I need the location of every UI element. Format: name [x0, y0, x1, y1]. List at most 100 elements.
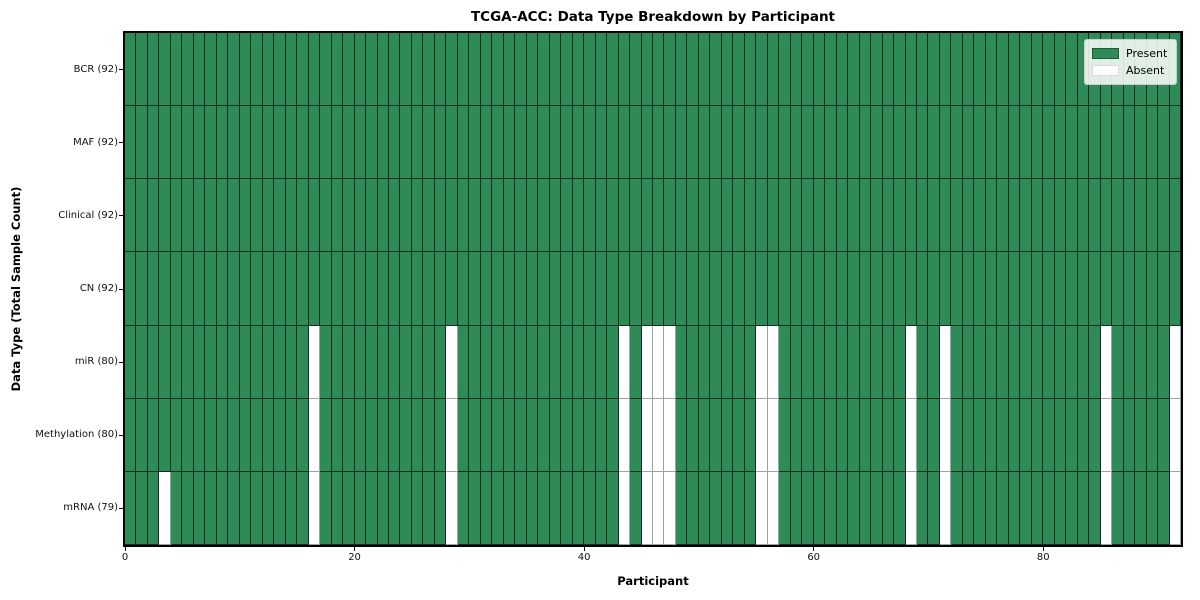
cell-mRNA-participant-23: [389, 471, 401, 545]
cell-mRNA-participant-60: [813, 471, 826, 545]
cell-CN-participant-37: [549, 252, 562, 326]
cell-CN-participant-58: [790, 252, 803, 326]
x-tick-label-80: 80: [1036, 552, 1050, 563]
cell-MAF-participant-27: [434, 106, 447, 180]
cell-Methylation-participant-3: [159, 398, 171, 472]
y-tick-label-Methylation: Methylation (80): [35, 429, 118, 441]
cell-mRNA-participant-88: [1135, 471, 1147, 545]
cell-Methylation-participant-58: [790, 398, 803, 472]
cell-miR-participant-29: [457, 325, 470, 399]
cell-mRNA-participant-79: [1031, 471, 1044, 545]
cell-mRNA-participant-31: [480, 471, 493, 545]
cell-miR-participant-12: [262, 325, 275, 399]
cell-Methylation-participant-1: [136, 398, 148, 472]
cell-mRNA-participant-36: [538, 471, 550, 545]
cell-BCR-participant-24: [400, 33, 412, 107]
cell-BCR-participant-27: [434, 33, 447, 107]
cell-miR-participant-27: [434, 325, 447, 399]
cell-MAF-participant-1: [136, 106, 148, 180]
x-tick-mark-0: [124, 547, 126, 551]
cell-Methylation-participant-65: [871, 398, 883, 472]
cell-CN-participant-89: [1146, 252, 1159, 326]
cell-mRNA-participant-56: [767, 471, 780, 545]
cell-CN-participant-46: [653, 252, 665, 326]
cell-CN-participant-28: [446, 252, 458, 326]
cell-Methylation-participant-74: [974, 398, 986, 472]
cell-miR-participant-37: [549, 325, 562, 399]
cell-mRNA-participant-65: [871, 471, 883, 545]
cell-MAF-participant-40: [584, 106, 596, 180]
cell-Clinical-participant-55: [756, 179, 768, 253]
cell-miR-participant-79: [1031, 325, 1044, 399]
cell-MAF-participant-56: [767, 106, 780, 180]
cell-Methylation-participant-33: [503, 398, 516, 472]
cell-miR-participant-4: [170, 325, 183, 399]
cell-BCR-participant-13: [274, 33, 286, 107]
cell-miR-participant-78: [1020, 325, 1032, 399]
cell-BCR-participant-70: [928, 33, 940, 107]
cell-MAF-participant-68: [905, 106, 917, 180]
y-tick-mark-BCR: [119, 69, 124, 71]
cell-Methylation-participant-61: [825, 398, 837, 472]
cell-Methylation-participant-77: [1008, 398, 1021, 472]
cell-Clinical-participant-14: [285, 179, 298, 253]
cell-miR-participant-50: [698, 325, 711, 399]
cell-CN-participant-54: [744, 252, 757, 326]
cell-MAF-participant-16: [308, 106, 321, 180]
cell-CN-participant-49: [687, 252, 699, 326]
cell-BCR-participant-81: [1054, 33, 1067, 107]
cell-mRNA-participant-15: [297, 471, 309, 545]
chart-title: TCGA-ACC: Data Type Breakdown by Partici…: [470, 9, 836, 25]
cell-mRNA-participant-68: [905, 471, 917, 545]
cell-BCR-participant-23: [389, 33, 401, 107]
cell-MAF-participant-72: [951, 106, 963, 180]
cell-Methylation-participant-64: [859, 398, 872, 472]
cell-mRNA-participant-3: [159, 471, 171, 545]
cell-CN-participant-41: [595, 252, 608, 326]
cell-mRNA-participant-83: [1077, 471, 1090, 545]
cell-Clinical-participant-49: [687, 179, 699, 253]
cell-CN-participant-79: [1031, 252, 1044, 326]
cell-Clinical-participant-31: [480, 179, 493, 253]
cell-Clinical-participant-29: [457, 179, 470, 253]
cell-miR-participant-73: [962, 325, 975, 399]
cell-BCR-participant-48: [675, 33, 688, 107]
cell-Methylation-participant-29: [457, 398, 470, 472]
cell-BCR-participant-20: [354, 33, 367, 107]
cell-miR-participant-31: [480, 325, 493, 399]
cell-Clinical-participant-64: [859, 179, 872, 253]
present-swatch-icon: [1092, 48, 1119, 59]
cell-mRNA-participant-57: [779, 471, 791, 545]
y-tick-mark-miR: [119, 361, 124, 363]
cell-mRNA-participant-40: [584, 471, 596, 545]
cell-MAF-participant-44: [630, 106, 642, 180]
x-tick-label-20: 20: [348, 552, 361, 563]
cell-BCR-participant-2: [147, 33, 160, 107]
cell-CN-participant-53: [733, 252, 745, 326]
cell-miR-participant-46: [653, 325, 665, 399]
cell-miR-participant-76: [997, 325, 1009, 399]
cell-miR-participant-65: [871, 325, 883, 399]
cell-MAF-participant-76: [997, 106, 1009, 180]
cell-miR-participant-5: [182, 325, 194, 399]
cell-miR-participant-41: [595, 325, 608, 399]
cell-CN-participant-76: [997, 252, 1009, 326]
cell-MAF-participant-45: [641, 106, 653, 180]
cell-miR-participant-14: [285, 325, 298, 399]
cell-mRNA-participant-26: [423, 471, 435, 545]
cell-BCR-participant-75: [985, 33, 998, 107]
cell-Clinical-participant-88: [1135, 179, 1147, 253]
cell-mRNA-participant-35: [526, 471, 539, 545]
legend-entry-present: Present: [1092, 45, 1169, 62]
y-tick-label-mRNA: mRNA (79): [63, 502, 118, 514]
legend: Present Absent: [1084, 39, 1177, 85]
cell-MAF-participant-33: [503, 106, 516, 180]
cell-MAF-participant-57: [779, 106, 791, 180]
cell-miR-participant-24: [400, 325, 412, 399]
cell-Methylation-participant-79: [1031, 398, 1044, 472]
cell-Methylation-participant-13: [274, 398, 286, 472]
cell-Methylation-participant-43: [618, 398, 631, 472]
cell-MAF-participant-90: [1158, 106, 1170, 180]
cell-mRNA-participant-48: [675, 471, 688, 545]
cell-Methylation-participant-24: [400, 398, 412, 472]
